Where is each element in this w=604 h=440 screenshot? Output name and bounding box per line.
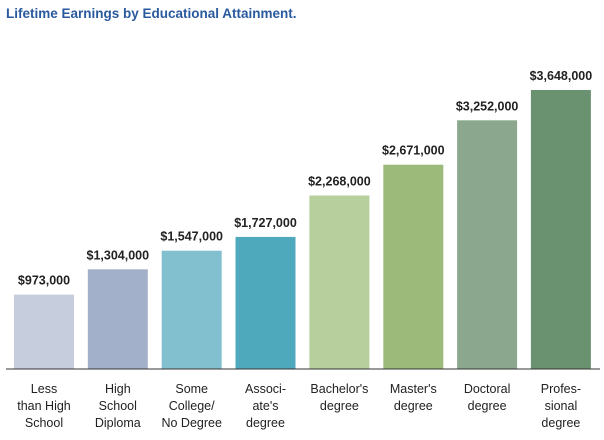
bar-5: [383, 164, 444, 369]
bar-6: [457, 120, 518, 369]
value-label-7: $3,648,000: [530, 69, 593, 83]
value-label-3: $1,727,000: [234, 216, 297, 230]
value-label-0: $973,000: [18, 274, 70, 288]
category-label-5: Master's degree: [390, 382, 437, 413]
category-label-0: Less than High School: [17, 382, 71, 430]
category-label-1: High School Diploma: [95, 382, 141, 430]
category-label-6: Doctoral degree: [464, 382, 511, 413]
category-label-7: Profes-sional degree: [541, 382, 581, 430]
category-label-3: Associ-ate's degree: [245, 382, 286, 430]
category-label-4: Bachelor's degree: [310, 382, 368, 413]
value-label-6: $3,252,000: [456, 99, 519, 113]
bar-2: [161, 250, 222, 369]
bar-1: [87, 269, 148, 369]
chart-title: Lifetime Earnings by Educational Attainm…: [6, 6, 297, 21]
bar-0: [14, 294, 74, 369]
bar-3: [235, 236, 296, 369]
bar-7: [530, 90, 591, 369]
value-label-2: $1,547,000: [160, 230, 223, 244]
value-label-1: $1,304,000: [87, 248, 150, 262]
category-label-2: Some College/No Degree: [161, 382, 221, 430]
value-label-4: $2,268,000: [308, 175, 371, 189]
bar-4: [309, 195, 370, 369]
value-label-5: $2,671,000: [382, 144, 445, 158]
